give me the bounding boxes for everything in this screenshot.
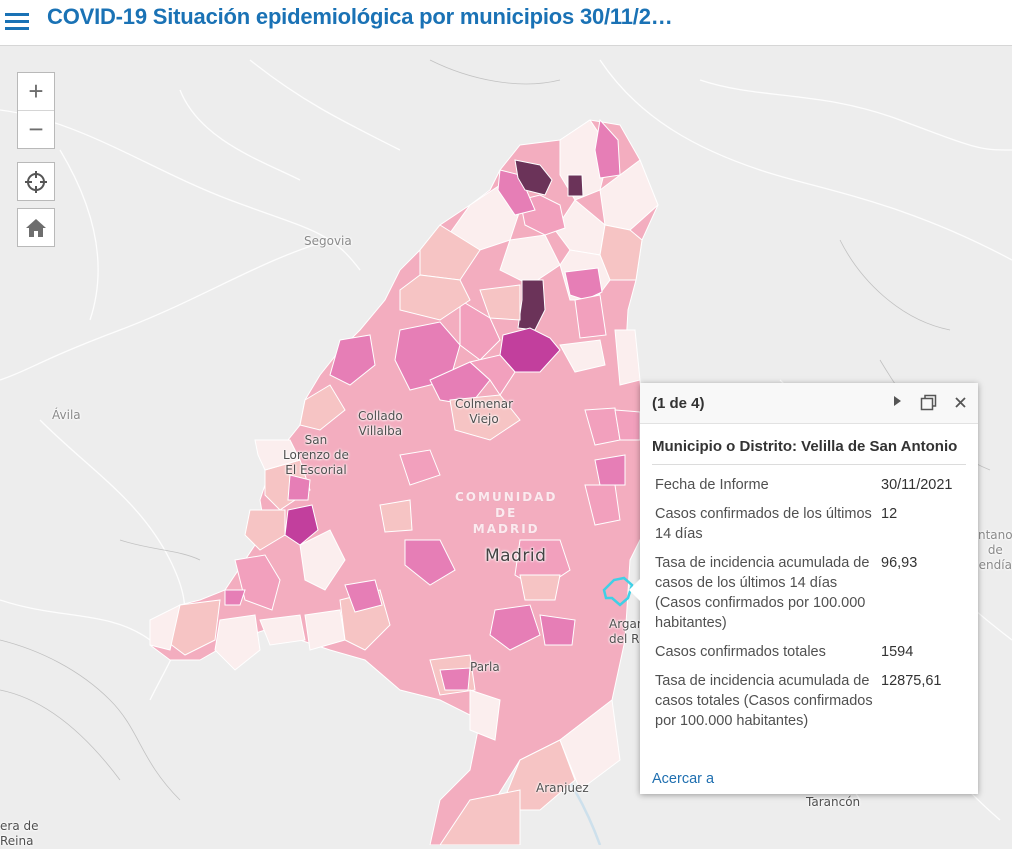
attribute-label: Casos confirmados totales (655, 644, 826, 660)
attribute-value: 12875,61 (881, 673, 942, 689)
next-feature-icon[interactable] (890, 394, 904, 408)
popup-header: (1 de 4) (640, 383, 978, 424)
map-label-arganda: Argan del R (609, 617, 645, 646)
map-label-aranjuez: Aranjuez (536, 781, 589, 795)
locate-button[interactable] (18, 163, 54, 200)
crosshair-icon (25, 170, 47, 193)
map-label-avila: Ávila (52, 408, 81, 422)
map-label-tarancon: Tarancón (806, 795, 861, 809)
attribute-row: Tasa de incidencia acumulada de casos de… (652, 553, 968, 642)
attribute-label: Fecha de Informe (655, 477, 769, 493)
zoom-out-button[interactable]: − (18, 110, 54, 148)
popup-pointer (629, 578, 641, 602)
zoom-control: + − (17, 72, 55, 149)
map-label-collado-villalba: Collado Villalba (358, 409, 403, 438)
popup-feature-count: (1 de 4) (652, 395, 705, 412)
page-title: COVID-19 Situación epidemiológica por mu… (47, 4, 673, 29)
zoom-in-button[interactable]: + (28, 76, 44, 106)
map-label-san-lorenzo: San Lorenzo de El Escorial (283, 433, 349, 477)
popup-title: Municipio o Distrito: Velilla de San Ant… (652, 438, 966, 465)
attribute-label: Casos confirmados de los últimos 14 días (655, 506, 872, 542)
zoom-to-link[interactable]: Acercar a (652, 771, 715, 787)
attribute-row: Casos confirmados totales 1594 (652, 642, 968, 671)
home-icon (26, 218, 46, 237)
home-button[interactable] (18, 209, 54, 246)
dock-popup-icon[interactable] (920, 394, 937, 411)
municipality-polygons (149, 118, 659, 845)
attribute-label: Tasa de incidencia acumulada de casos to… (655, 673, 873, 729)
locate-control (17, 162, 55, 201)
map-label-mancomunidad: ntano de endía (978, 528, 1012, 572)
attribute-row: Fecha de Informe 30/11/2021 (652, 475, 968, 504)
attribute-value: 1594 (881, 644, 914, 660)
hamburger-menu-icon[interactable] (4, 8, 30, 34)
attribute-label: Tasa de incidencia acumulada de casos de… (655, 555, 870, 631)
attribute-value: 30/11/2021 (881, 477, 953, 493)
attribute-value: 96,93 (881, 555, 918, 571)
app-header: COVID-19 Situación epidemiológica por mu… (0, 0, 1012, 46)
map-label-parla: Parla (470, 660, 500, 674)
attribute-row: Tasa de incidencia acumulada de casos to… (652, 671, 968, 740)
feature-popup: (1 de 4) Municipio o Distrito: Velilla d… (640, 383, 978, 794)
selected-municipality-outline[interactable] (602, 576, 634, 607)
map-label-comunidad-de-madrid: COMUNIDAD DE MADRID (455, 490, 558, 536)
map-label-segovia: Segovia (304, 234, 352, 248)
attribute-row: Casos confirmados de los últimos 14 días… (652, 504, 968, 553)
map-label-colmenar-viejo: Colmenar Viejo (455, 397, 514, 426)
close-icon[interactable] (954, 396, 967, 409)
attribute-value: 12 (881, 506, 898, 522)
home-control (17, 208, 55, 247)
map-label-madrid: Madrid (485, 546, 547, 566)
popup-attributes-table: Fecha de Informe 30/11/2021 Casos confir… (652, 475, 968, 740)
map-view[interactable] (0, 46, 1012, 845)
basemap (0, 59, 1012, 845)
